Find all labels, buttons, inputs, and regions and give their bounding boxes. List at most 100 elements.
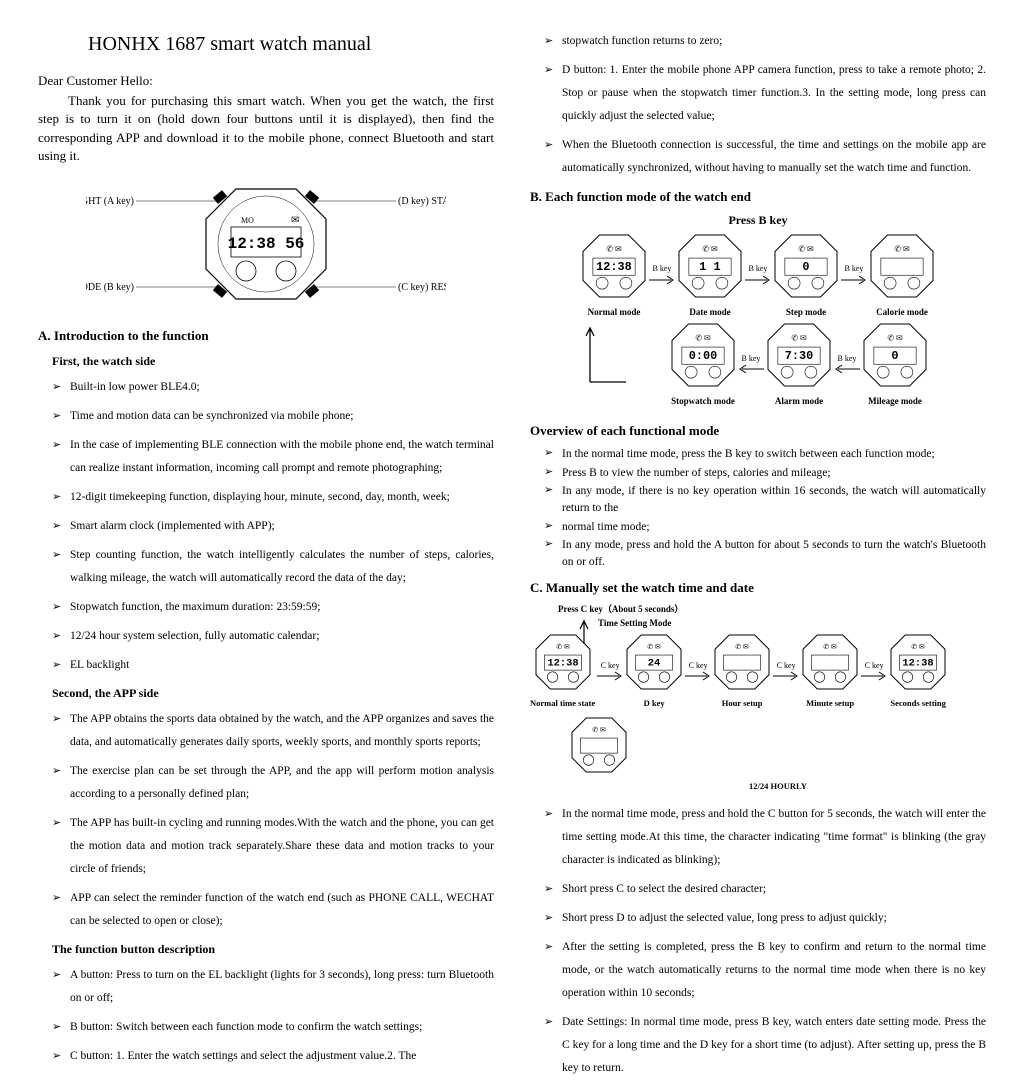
svg-text:✆ ✉: ✆ ✉ — [606, 244, 622, 253]
section-b-heading: B. Each function mode of the watch end — [530, 188, 986, 206]
svg-text:✆ ✉: ✆ ✉ — [791, 334, 807, 343]
right-column: stopwatch function returns to zero; D but… — [512, 30, 1004, 1014]
list-item: Smart alarm clock (implemented with APP)… — [52, 515, 494, 538]
list-item: 12-digit timekeeping function, displayin… — [52, 486, 494, 509]
overview-heading: Overview of each functional mode — [530, 422, 986, 440]
svg-text:✆ ✉: ✆ ✉ — [911, 644, 925, 652]
intro-paragraph: Thank you for purchasing this smart watc… — [38, 92, 494, 165]
svg-text:0:00: 0:00 — [689, 349, 718, 363]
list-item: In the case of implementing BLE connecti… — [52, 434, 494, 480]
svg-text:(C key) RESET: (C key) RESET — [398, 282, 446, 293]
second-list: The APP obtains the sports data obtained… — [52, 708, 494, 933]
list-item: Step counting function, the watch intell… — [52, 544, 494, 590]
col2-top-list: stopwatch function returns to zero; D but… — [544, 30, 986, 180]
svg-text:✆ ✉: ✆ ✉ — [556, 644, 570, 652]
left-column: HONHX 1687 smart watch manual Dear Custo… — [20, 30, 512, 1014]
svg-text:✆ ✉: ✆ ✉ — [702, 244, 718, 253]
svg-text:✉: ✉ — [291, 215, 299, 226]
list-item: Time and motion data can be synchronized… — [52, 405, 494, 428]
list-item: In the normal time mode, press the B key… — [544, 446, 986, 463]
list-item: Press B to view the number of steps, cal… — [544, 465, 986, 482]
arrow-label: B key — [745, 263, 771, 287]
svg-text:0: 0 — [891, 349, 898, 363]
list-item: Short press C to select the desired char… — [544, 878, 986, 901]
svg-text:✆ ✉: ✆ ✉ — [647, 644, 661, 652]
time-octagon: ✆ ✉ Minute setup — [801, 633, 859, 710]
arrow-label: C key — [597, 660, 623, 684]
list-item: In any mode, if there is no key operatio… — [544, 483, 986, 516]
time-setting-mode-label: Time Setting Mode — [598, 617, 671, 630]
svg-text:MODE (B key): MODE (B key) — [86, 282, 134, 293]
svg-text:✆ ✉: ✆ ✉ — [695, 334, 711, 343]
press-b-label: Press B key — [530, 212, 986, 229]
list-item: EL backlight — [52, 654, 494, 677]
mode-octagon: 12:38 ✆ ✉ Normal mode — [581, 233, 647, 318]
sub-buttons-heading: The function button description — [52, 941, 494, 958]
svg-text:✆ ✉: ✆ ✉ — [735, 644, 749, 652]
svg-text:12:38: 12:38 — [547, 658, 578, 670]
time-octagon: ✆ ✉ Hour setup — [713, 633, 771, 710]
list-item: In any mode, press and hold the A button… — [544, 537, 986, 570]
list-item: APP can select the reminder function of … — [52, 887, 494, 933]
list-item: The exercise plan can be set through the… — [52, 760, 494, 806]
hourly-octagon: ✆ ✉ 12/24 HOURLY — [570, 716, 986, 793]
list-item: normal time mode; — [544, 519, 986, 536]
return-arrow-icon — [580, 322, 630, 392]
svg-text:✆ ✉: ✆ ✉ — [887, 334, 903, 343]
arrow-label: C key — [685, 660, 711, 684]
list-item: Date Settings: In normal time mode, pres… — [544, 1011, 986, 1080]
time-octagon: 12:38 ✆ ✉ Normal time state — [530, 633, 595, 710]
salutation: Dear Customer Hello: — [38, 72, 494, 90]
mode-diagram: Press B key 12:38 ✆ ✉ Normal modeB key 1… — [530, 212, 986, 412]
svg-text:12:38: 12:38 — [902, 658, 933, 670]
svg-text:24: 24 — [648, 658, 661, 670]
section-c-heading: C. Manually set the watch time and date — [530, 579, 986, 597]
section-a-heading: A. Introduction to the function — [38, 327, 494, 345]
svg-text:1 1: 1 1 — [699, 260, 720, 274]
svg-text:LIGHT (A key): LIGHT (A key) — [86, 196, 134, 207]
svg-text:7:30: 7:30 — [785, 349, 814, 363]
mode-octagon: 1 1 ✆ ✉ Date mode — [677, 233, 743, 318]
arrow-label: B key — [841, 263, 867, 287]
time-setting-diagram: Press C key（About 5 seconds） Time Settin… — [530, 603, 986, 793]
svg-text:0: 0 — [802, 260, 809, 274]
list-item: A button: Press to turn on the EL backli… — [52, 964, 494, 1010]
time-octagon: 24 ✆ ✉ D key — [625, 633, 683, 710]
mode-octagon: 0 ✆ ✉ Mileage mode — [862, 322, 928, 407]
svg-text:✆ ✉: ✆ ✉ — [592, 726, 606, 734]
time-octagon: 12:38 ✆ ✉ Seconds setting — [889, 633, 947, 710]
arrow-label: C key — [773, 660, 799, 684]
list-item: 12/24 hour system selection, fully autom… — [52, 625, 494, 648]
watch-diagram: 12:38 56 MO ✉ LIGHT (A key) MODE (B key)… — [38, 179, 494, 309]
svg-text:✆ ✉: ✆ ✉ — [894, 244, 910, 253]
mode-octagon: ✆ ✉ Calorie mode — [869, 233, 935, 318]
list-item: After the setting is completed, press th… — [544, 936, 986, 1005]
arrow-label: B key — [834, 353, 860, 377]
list-item: Short press D to adjust the selected val… — [544, 907, 986, 930]
svg-text:12:38 56: 12:38 56 — [228, 235, 305, 253]
list-item: In the normal time mode, press and hold … — [544, 803, 986, 872]
mode-octagon: 0 ✆ ✉ Step mode — [773, 233, 839, 318]
list-item: B button: Switch between each function m… — [52, 1016, 494, 1039]
list-item: D button: 1. Enter the mobile phone APP … — [544, 59, 986, 128]
svg-text:✆ ✉: ✆ ✉ — [798, 244, 814, 253]
mode-octagon: 0:00 ✆ ✉ Stopwatch mode — [670, 322, 736, 407]
list-item: When the Bluetooth connection is success… — [544, 134, 986, 180]
arrow-label: C key — [861, 660, 887, 684]
sub-first-heading: First, the watch side — [52, 353, 494, 370]
list-item: stopwatch function returns to zero; — [544, 30, 986, 53]
arrow-label: B key — [649, 263, 675, 287]
section-c-list: In the normal time mode, press and hold … — [544, 803, 986, 1080]
arrow-label: B key — [738, 353, 764, 377]
overview-list: In the normal time mode, press the B key… — [544, 446, 986, 571]
first-list: Built-in low power BLE4.0; Time and motio… — [52, 376, 494, 677]
list-item: The APP has built-in cycling and running… — [52, 812, 494, 881]
svg-text:(D key) START: (D key) START — [398, 196, 446, 207]
button-list: A button: Press to turn on the EL backli… — [52, 964, 494, 1068]
svg-text:✆ ✉: ✆ ✉ — [823, 644, 837, 652]
list-item: C button: 1. Enter the watch settings an… — [52, 1045, 494, 1068]
press-c-label: Press C key（About 5 seconds） — [558, 603, 986, 616]
sub-second-heading: Second, the APP side — [52, 685, 494, 702]
page-title: HONHX 1687 smart watch manual — [88, 30, 494, 58]
list-item: Built-in low power BLE4.0; — [52, 376, 494, 399]
